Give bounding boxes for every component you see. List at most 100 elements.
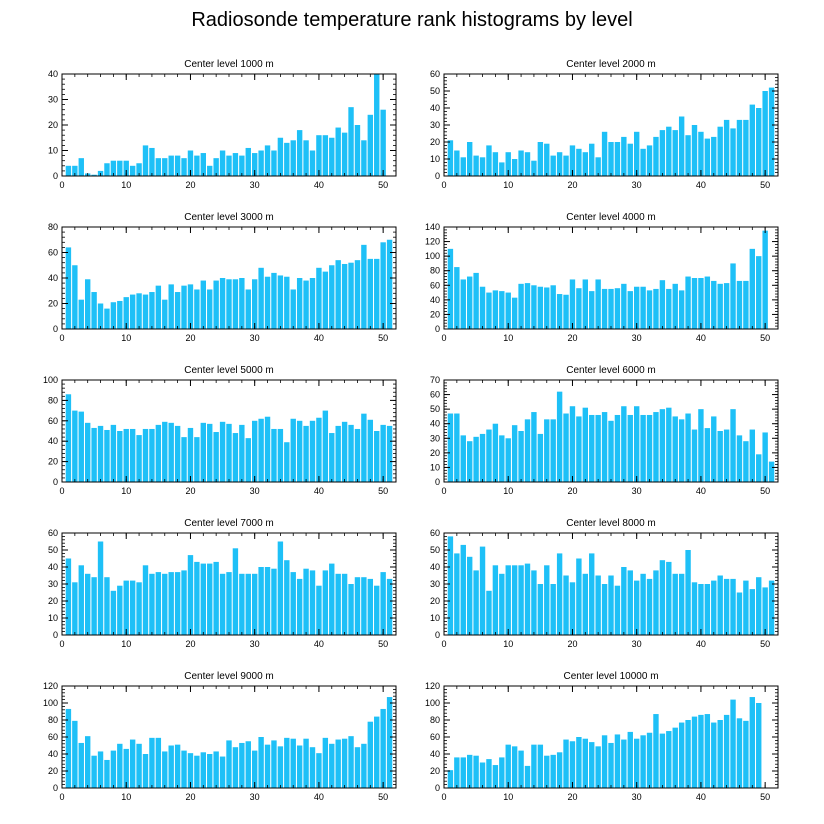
histogram-bar (335, 425, 341, 482)
histogram-bar (537, 433, 544, 482)
histogram-bar (518, 283, 524, 329)
histogram-bar (348, 584, 354, 635)
panel-4: Center level 4000 m 0 10 20 30 40 50 0 20 40 60 80 1… (425, 212, 779, 343)
y-tick-label: 100 (43, 375, 58, 385)
histogram-bar (232, 153, 239, 176)
y-tick-label: 70 (430, 375, 440, 385)
x-tick-label: 50 (760, 639, 770, 649)
histogram-bar (550, 285, 556, 329)
y-tick-label: 10 (430, 462, 440, 472)
y-tick-label: 40 (430, 749, 440, 759)
y-tick-label: 60 (430, 390, 440, 400)
histogram-bar (277, 275, 284, 329)
histogram-bar (367, 114, 374, 176)
histogram-bar (72, 582, 78, 635)
histogram-bar (492, 565, 499, 635)
histogram-bar (511, 746, 518, 788)
histogram-bar (711, 416, 717, 482)
y-tick-label: 60 (48, 528, 58, 538)
histogram-bar (659, 733, 666, 788)
histogram-bar (518, 565, 524, 635)
histogram-bar (374, 258, 380, 329)
histogram-bar (136, 582, 142, 635)
x-tick-label: 30 (250, 180, 260, 190)
histogram-bar (608, 142, 614, 176)
y-tick-label: 40 (48, 562, 58, 572)
histogram-bar (386, 578, 393, 635)
x-tick-label: 10 (121, 792, 131, 802)
histogram-bar (627, 143, 633, 176)
histogram-bar (672, 416, 678, 482)
histogram-bar (84, 736, 91, 788)
histogram-bar (322, 135, 329, 176)
histogram-bar (129, 165, 136, 176)
histogram-bar (473, 155, 479, 176)
histogram-bar (296, 745, 303, 788)
histogram-bar (621, 283, 627, 329)
x-tick-label: 20 (185, 639, 195, 649)
histogram-bar (563, 575, 569, 635)
x-tick-label: 30 (632, 792, 642, 802)
histogram-bar (473, 570, 479, 635)
histogram-bar (691, 278, 698, 329)
histogram-bar (168, 155, 174, 176)
histogram-bar (711, 580, 717, 635)
y-tick-label: 0 (435, 324, 440, 334)
histogram-bar (466, 276, 473, 329)
x-tick-label: 50 (760, 486, 770, 496)
histogram-bar (659, 280, 666, 329)
histogram-bar (341, 263, 348, 329)
x-tick-label: 40 (696, 333, 706, 343)
histogram-bar (380, 242, 386, 329)
x-tick-label: 20 (567, 333, 577, 343)
y-tick-label: 20 (48, 596, 58, 606)
histogram-bar (601, 131, 608, 176)
histogram-bar (316, 585, 322, 635)
histogram-bar (704, 138, 711, 176)
histogram-bar (454, 267, 460, 329)
histogram-bar (524, 563, 531, 635)
histogram-bar (142, 754, 149, 788)
x-tick-label: 0 (59, 180, 64, 190)
y-tick-label: 40 (430, 562, 440, 572)
histogram-bar (447, 536, 454, 635)
histogram-bar (380, 572, 386, 635)
histogram-bar (653, 714, 659, 788)
histogram-bar (187, 427, 194, 482)
x-tick-label: 20 (567, 180, 577, 190)
histogram-bar (653, 288, 659, 329)
histogram-bar (537, 142, 544, 176)
histogram-bar (200, 752, 207, 788)
histogram-bar (232, 747, 239, 788)
histogram-bar (685, 413, 691, 482)
histogram-bar (194, 755, 200, 788)
histogram-bar (531, 412, 537, 482)
histogram-bar (711, 136, 717, 176)
histogram-bar (563, 413, 569, 482)
histogram-bar (123, 748, 129, 788)
histogram-bar (361, 140, 367, 176)
x-tick-label: 10 (121, 486, 131, 496)
histogram-bar (505, 565, 511, 635)
y-tick-label: 40 (48, 749, 58, 759)
histogram-bar (466, 754, 473, 788)
histogram-bar (354, 747, 361, 788)
histogram-bar (499, 573, 505, 635)
histogram-bar (505, 152, 511, 176)
histogram-bar (736, 280, 743, 329)
histogram-bar (633, 131, 640, 176)
histogram-bar (447, 248, 454, 329)
histogram-bar (110, 750, 117, 788)
histogram-bar (245, 573, 251, 635)
histogram-bar (374, 431, 380, 482)
histogram-bar (155, 572, 162, 635)
panel-10: Center level 10000 m 0 10 20 30 40 50 0 20 40 60 80… (425, 671, 779, 802)
histogram-bar (335, 127, 341, 176)
y-tick-label: 120 (425, 681, 440, 691)
histogram-bar (678, 419, 685, 482)
histogram-bar (104, 759, 110, 788)
y-tick-label: 20 (48, 457, 58, 467)
histogram-bar (239, 424, 245, 482)
histogram-bar (91, 427, 97, 482)
y-tick-label: 30 (48, 579, 58, 589)
